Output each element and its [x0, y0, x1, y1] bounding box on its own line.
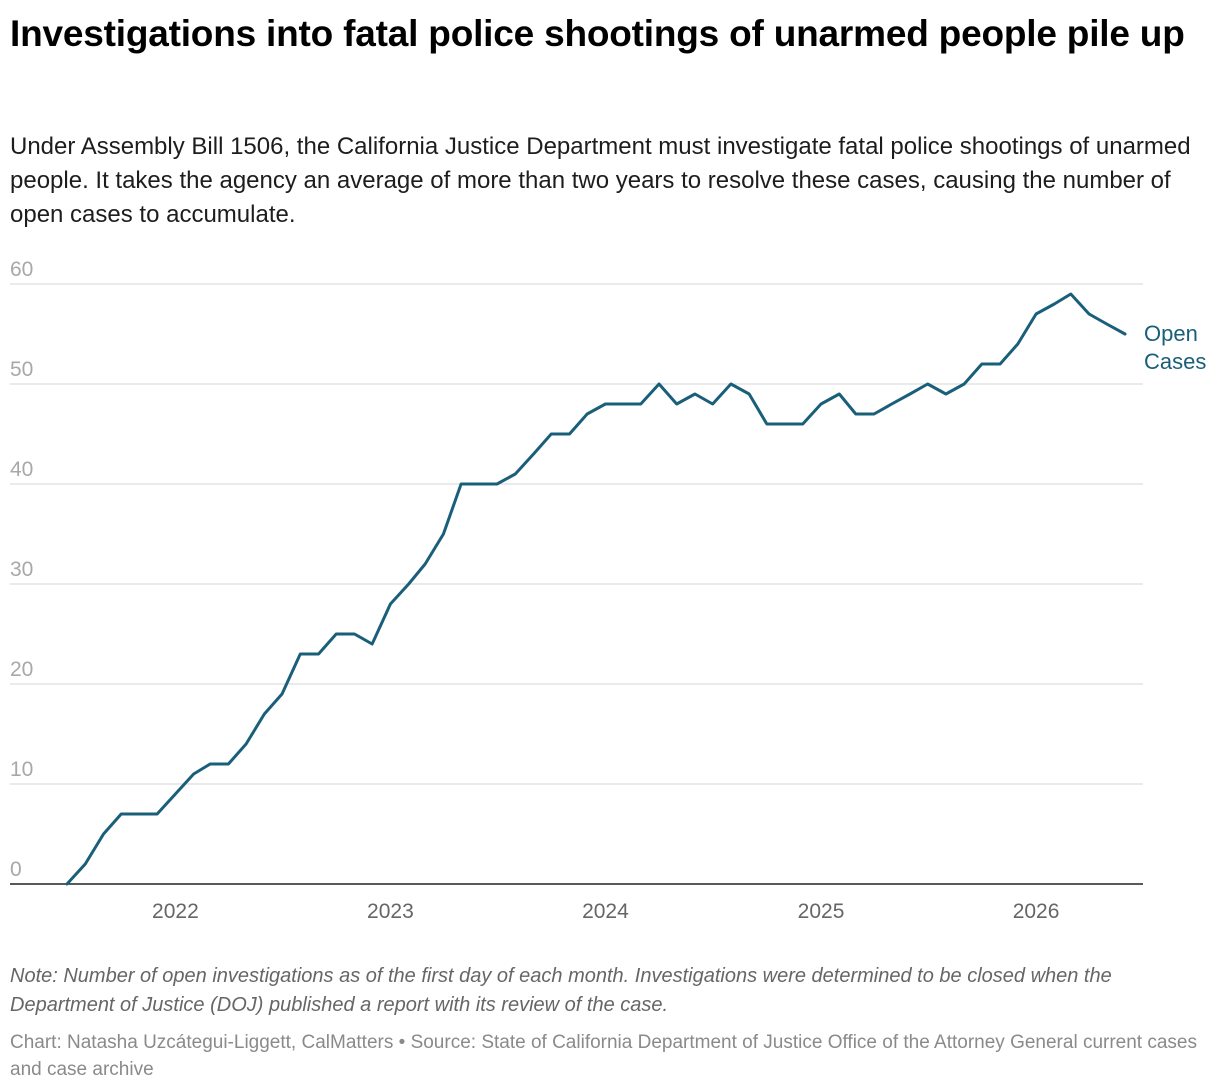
chart-credit: Chart: Natasha Uzcátegui-Liggett, CalMat…	[10, 1029, 1210, 1083]
x-tick-label: 2025	[798, 900, 845, 923]
x-tick-label: 2026	[1013, 900, 1060, 923]
y-tick-label: 20	[10, 658, 33, 681]
credit-separator: •	[398, 1032, 406, 1053]
series-label-line: Open	[1144, 321, 1198, 346]
line-chart: 0 10 20 30 40 50 60 2022 2023 2024 2025 2026 Open C…	[10, 258, 1206, 923]
y-tick-label: 10	[10, 758, 33, 781]
y-tick-label: 40	[10, 458, 33, 481]
y-tick-label: 60	[10, 258, 33, 281]
series-line-open-cases	[65, 292, 1127, 886]
y-axis-ticks: 0 10 20 30 40 50 60	[10, 258, 33, 881]
series-label-open-cases: Open Cases	[1144, 321, 1206, 374]
gridlines	[10, 283, 1143, 785]
y-tick-label: 30	[10, 558, 33, 581]
x-tick-label: 2022	[152, 900, 199, 923]
x-tick-label: 2024	[582, 900, 629, 923]
credit-author: Chart: Natasha Uzcátegui-Liggett, CalMat…	[10, 1032, 394, 1053]
x-axis-ticks: 2022 2023 2024 2025 2026	[152, 900, 1059, 923]
chart-note: Note: Number of open investigations as o…	[10, 965, 1112, 1016]
chart-title: Investigations into fatal police shootin…	[10, 13, 1185, 54]
x-tick-label: 2023	[367, 900, 414, 923]
chart-subtitle: Under Assembly Bill 1506, the California…	[10, 133, 1191, 228]
y-tick-label: 0	[10, 858, 22, 881]
credit-source: Source: State of California Department o…	[10, 1032, 1197, 1080]
series-label-line: Cases	[1144, 349, 1206, 374]
y-tick-label: 50	[10, 358, 33, 381]
